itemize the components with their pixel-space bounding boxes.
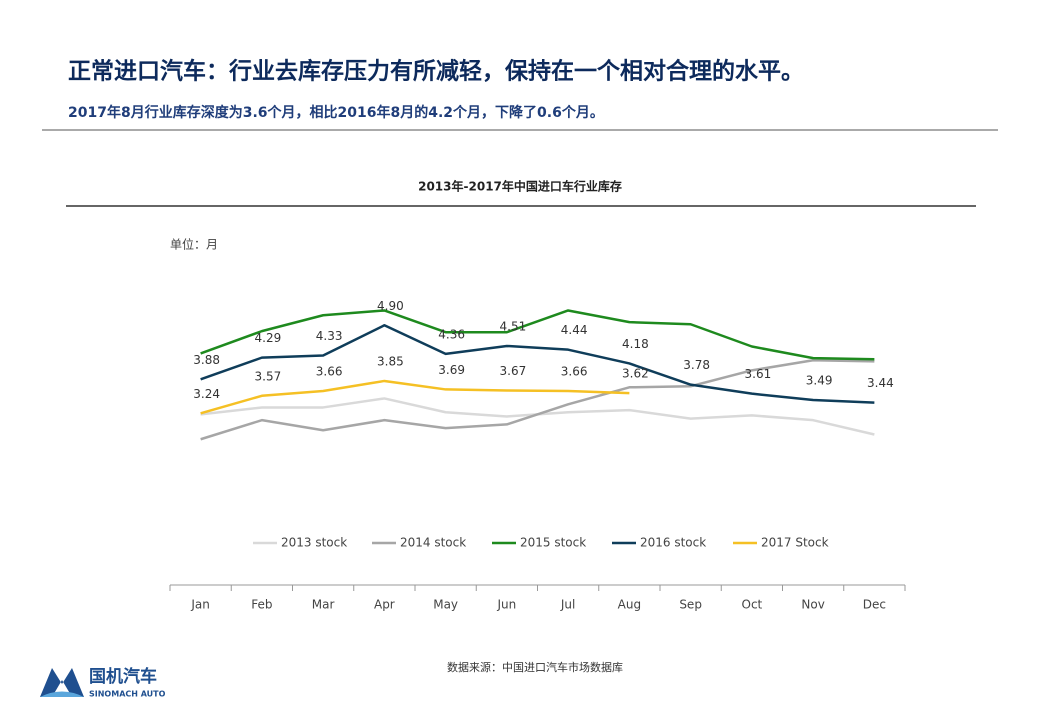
data-label: 3.49 <box>806 374 833 388</box>
data-label: 3.66 <box>561 365 588 379</box>
x-tick-label: Sep <box>679 598 702 612</box>
x-tick-label: Nov <box>801 598 824 612</box>
data-label: 3.24 <box>193 387 220 401</box>
x-tick-label: Feb <box>251 598 272 612</box>
source: 数据来源：中国进口汽车市场数据库 <box>447 660 623 674</box>
data-label: 4.18 <box>622 337 649 351</box>
legend-label: 2015 stock <box>520 536 586 550</box>
legend-label: 2013 stock <box>281 536 347 550</box>
series-line <box>200 359 875 441</box>
unit-label: 单位：月 <box>170 237 218 252</box>
data-label: 4.33 <box>316 329 343 343</box>
logo-icon <box>40 668 84 697</box>
logo-name: 国机汽车 <box>89 666 157 687</box>
x-tick-label: Jan <box>190 598 210 612</box>
data-label: 3.62 <box>622 367 649 381</box>
x-tick-label: May <box>433 598 458 612</box>
legend-label: 2014 stock <box>400 536 466 550</box>
data-label: 3.88 <box>193 353 220 367</box>
logo-wave <box>40 691 84 697</box>
data-label: 4.29 <box>255 331 282 345</box>
series-line <box>200 309 875 361</box>
logo-english: SINOMACH AUTO <box>89 690 166 699</box>
series-line <box>200 379 630 415</box>
logo: 国机汽车 SINOMACH AUTO <box>40 666 166 699</box>
data-label: 4.90 <box>377 299 404 313</box>
data-label: 3.69 <box>438 363 465 377</box>
series-line <box>200 324 875 404</box>
data-label: 3.78 <box>683 358 710 372</box>
x-tick-label: Oct <box>742 598 763 612</box>
legend-label: 2016 stock <box>640 536 706 550</box>
data-label: 3.67 <box>500 364 527 378</box>
data-label: 3.61 <box>745 367 772 381</box>
x-tick-label: Mar <box>312 598 335 612</box>
x-tick-label: Apr <box>374 598 395 612</box>
data-label: 3.57 <box>255 369 282 383</box>
legend-label: 2017 Stock <box>761 536 829 550</box>
x-tick-label: Dec <box>863 598 886 612</box>
data-label: 4.51 <box>500 319 527 333</box>
data-label: 3.44 <box>867 376 894 390</box>
slide-title: 正常进口汽车：行业去库存压力有所减轻，保持在一个相对合理的水平。 <box>68 58 804 85</box>
x-tick-label: Jul <box>560 598 575 612</box>
data-label: 4.44 <box>561 323 588 337</box>
data-label: 3.85 <box>377 354 404 368</box>
x-tick-label: Jun <box>497 598 517 612</box>
series-line <box>200 397 875 436</box>
chart-title: 2013年-2017年中国进口车行业库存 <box>418 179 622 194</box>
slide-subtitle: 2017年8月行业库存深度为3.6个月，相比2016年8月的4.2个月，下降了0… <box>68 104 604 121</box>
x-tick-label: Aug <box>618 598 641 612</box>
data-label: 3.66 <box>316 365 343 379</box>
data-label: 4.36 <box>438 327 465 341</box>
